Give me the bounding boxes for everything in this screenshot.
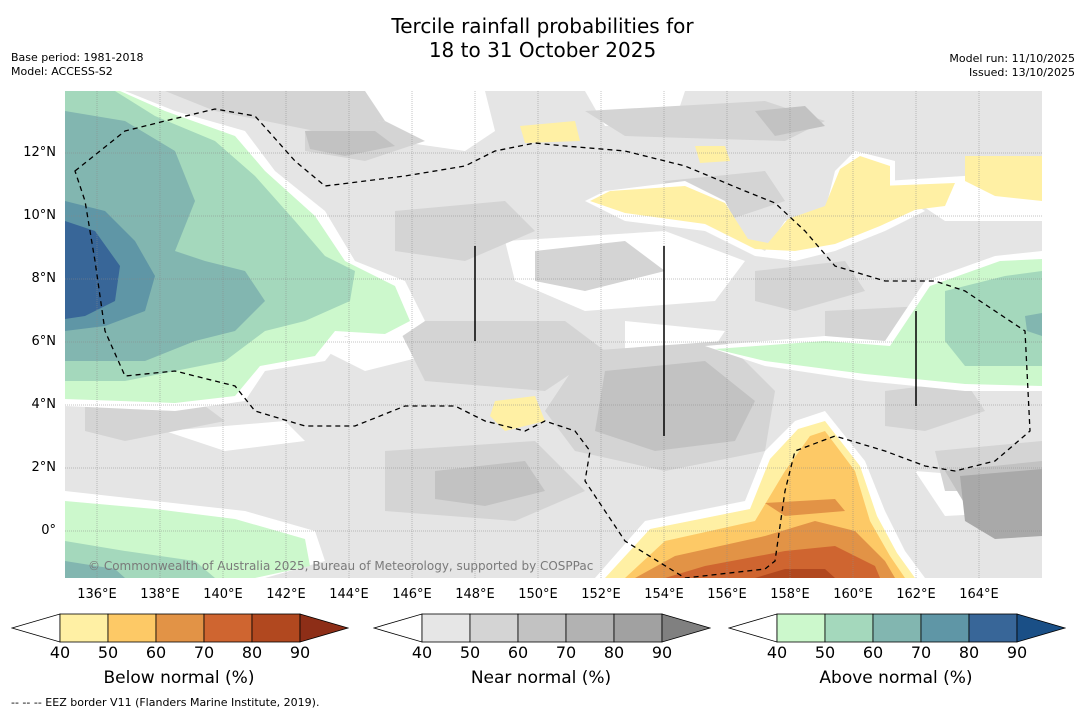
colorbar-tick: 50	[459, 643, 481, 662]
colorbar-under-triangle	[11, 613, 61, 643]
longitude-tick: 164°E	[959, 587, 999, 602]
colorbar-segment	[155, 613, 205, 643]
model-run: Model run: 11/10/2025	[949, 52, 1075, 65]
colorbar-segment	[613, 613, 663, 643]
longitude-tick: 140°E	[203, 587, 243, 602]
colorbar-below	[11, 613, 349, 643]
longitude-tick: 136°E	[77, 587, 117, 602]
latitude-tick: 2°N	[31, 460, 57, 475]
colorbar-near	[373, 613, 711, 643]
colorbar-under-triangle	[728, 613, 778, 643]
meta-right: Model run: 11/10/2025 Issued: 13/10/2025	[949, 52, 1075, 80]
colorbar-tick: 60	[862, 643, 884, 662]
eez-border	[74, 108, 1031, 578]
latitude-tick: 0°	[41, 523, 56, 538]
meta-left: Base period: 1981-2018 Model: ACCESS-S2	[11, 51, 143, 79]
colorbar-tick: 80	[241, 643, 263, 662]
colorbar-label: Above normal (%)	[819, 668, 973, 688]
probability-map	[65, 91, 1042, 578]
colorbar-tick: 50	[814, 643, 836, 662]
colorbar-under-triangle	[373, 613, 423, 643]
colorbar-segment	[776, 613, 826, 643]
colorbar-tick: 90	[651, 643, 673, 662]
colorbar-tick: 40	[766, 643, 788, 662]
chart-title: Tercile rainfall probabilities for 18 to…	[0, 14, 1085, 62]
colorbar-over-triangle	[299, 613, 349, 643]
colorbar-label: Below normal (%)	[103, 668, 255, 688]
near-normal-70	[960, 469, 1042, 539]
colorbar-segment	[517, 613, 567, 643]
colorbar-segment	[469, 613, 519, 643]
longitude-tick: 152°E	[581, 587, 621, 602]
colorbar-segment	[824, 613, 874, 643]
colorbar-tick: 90	[289, 643, 311, 662]
colorbar-label: Near normal (%)	[470, 668, 612, 688]
colorbar-tick: 80	[603, 643, 625, 662]
colorbar-tick: 90	[1006, 643, 1028, 662]
latitude-tick: 12°N	[23, 145, 56, 160]
colorbar-segment	[920, 613, 970, 643]
base-period: Base period: 1981-2018	[11, 51, 144, 64]
issued-date: Issued: 13/10/2025	[968, 66, 1075, 79]
latitude-tick: 4°N	[31, 397, 57, 412]
longitude-tick: 160°E	[833, 587, 873, 602]
title-line-1: Tercile rainfall probabilities for	[391, 14, 694, 38]
colorbar-segment	[203, 613, 253, 643]
latitude-tick: 8°N	[31, 271, 57, 286]
map-svg	[65, 91, 1042, 578]
longitude-tick: 162°E	[896, 587, 936, 602]
colorbar-tick: 80	[958, 643, 980, 662]
title-line-2: 18 to 31 October 2025	[428, 38, 657, 62]
colorbar-above	[728, 613, 1066, 643]
longitude-tick: 142°E	[266, 587, 306, 602]
longitude-tick: 144°E	[329, 587, 369, 602]
colorbar-segment	[565, 613, 615, 643]
colorbar-tick: 60	[507, 643, 529, 662]
colorbar-tick: 40	[49, 643, 71, 662]
colorbar-tick: 40	[411, 643, 433, 662]
island-markers	[474, 246, 917, 436]
longitude-tick: 156°E	[707, 587, 747, 602]
below-normal-south	[595, 411, 925, 578]
colorbar-segment	[107, 613, 157, 643]
colorbar-segment	[251, 613, 301, 643]
longitude-tick: 154°E	[644, 587, 684, 602]
colorbar-segment	[872, 613, 922, 643]
latitude-tick: 10°N	[23, 208, 56, 223]
longitude-tick: 158°E	[770, 587, 810, 602]
colorbar-tick: 70	[910, 643, 932, 662]
above-normal-region	[65, 91, 425, 578]
longitude-tick: 148°E	[455, 587, 495, 602]
colorbar-over-triangle	[661, 613, 711, 643]
colorbar-tick: 70	[555, 643, 577, 662]
colorbar-tick: 70	[193, 643, 215, 662]
eez-footnote: -- -- -- EEZ border V11 (Flanders Marine…	[11, 696, 320, 709]
colorbar-segment	[59, 613, 109, 643]
copyright-notice: © Commonwealth of Australia 2025, Bureau…	[88, 559, 594, 573]
colorbar-segment	[421, 613, 471, 643]
latitude-tick: 6°N	[31, 334, 57, 349]
model-name: Model: ACCESS-S2	[11, 65, 113, 78]
colorbar-segment	[968, 613, 1018, 643]
colorbar-over-triangle	[1016, 613, 1066, 643]
colorbar-tick: 50	[97, 643, 119, 662]
longitude-tick: 146°E	[392, 587, 432, 602]
colorbar-tick: 60	[145, 643, 167, 662]
longitude-tick: 150°E	[518, 587, 558, 602]
longitude-tick: 138°E	[140, 587, 180, 602]
